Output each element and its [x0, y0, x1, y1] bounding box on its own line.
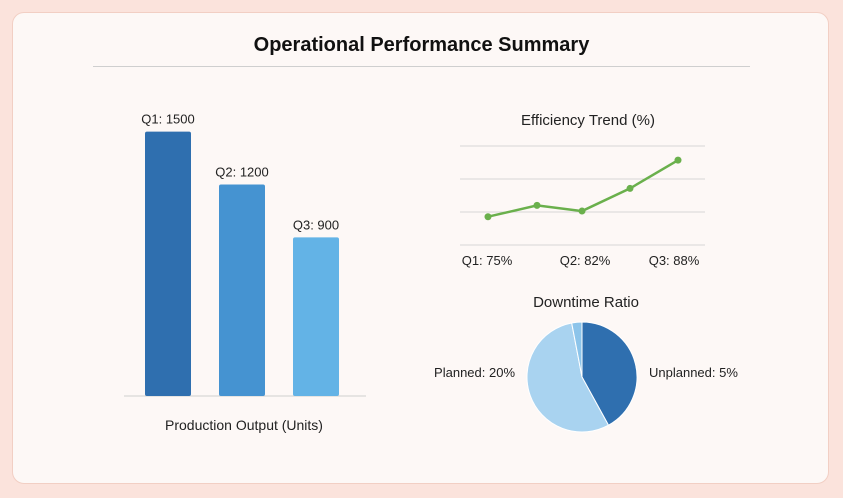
bar-label-q3: Q3: 900 [293, 217, 339, 232]
bar-q2 [219, 184, 265, 396]
efficiency-point [533, 201, 541, 209]
bar-chart: Q1: 1500 Q2: 1200 Q3: 900 Production Outpu… [124, 112, 366, 433]
title-divider [93, 66, 750, 67]
bar-chart-title: Production Output (Units) [165, 417, 323, 433]
efficiency-point [674, 156, 682, 164]
pie-slice [581, 321, 638, 426]
pie-label-unplanned: Unplanned: 5% [649, 365, 738, 380]
line-tick-label: Q2: 82% [560, 253, 611, 268]
efficiency-point [578, 207, 586, 215]
bar-q3 [293, 237, 339, 396]
pie-slice [571, 321, 583, 378]
line-tick-label: Q3: 88% [649, 253, 700, 268]
bar-label-q1: Q1: 1500 [141, 112, 195, 127]
bar-q1 [145, 131, 191, 396]
bar-label-q2: Q2: 1200 [215, 165, 269, 180]
line-tick-label: Q1: 75% [462, 253, 513, 268]
efficiency-point [484, 213, 492, 221]
page-title: Operational Performance Summary [253, 34, 590, 56]
pie-chart: Downtime Ratio Unplanned: 5% Planned: 20% [434, 294, 738, 433]
pie-slice [526, 322, 610, 433]
line-chart-title: Efficiency Trend (%) [521, 112, 655, 129]
pie-chart-title: Downtime Ratio [533, 294, 639, 311]
pie-label-planned: Planned: 20% [434, 365, 515, 380]
efficiency-point [626, 184, 634, 192]
line-chart: Efficiency Trend (%) Q1: 75% Q2: 82% Q3: 8… [460, 112, 705, 268]
